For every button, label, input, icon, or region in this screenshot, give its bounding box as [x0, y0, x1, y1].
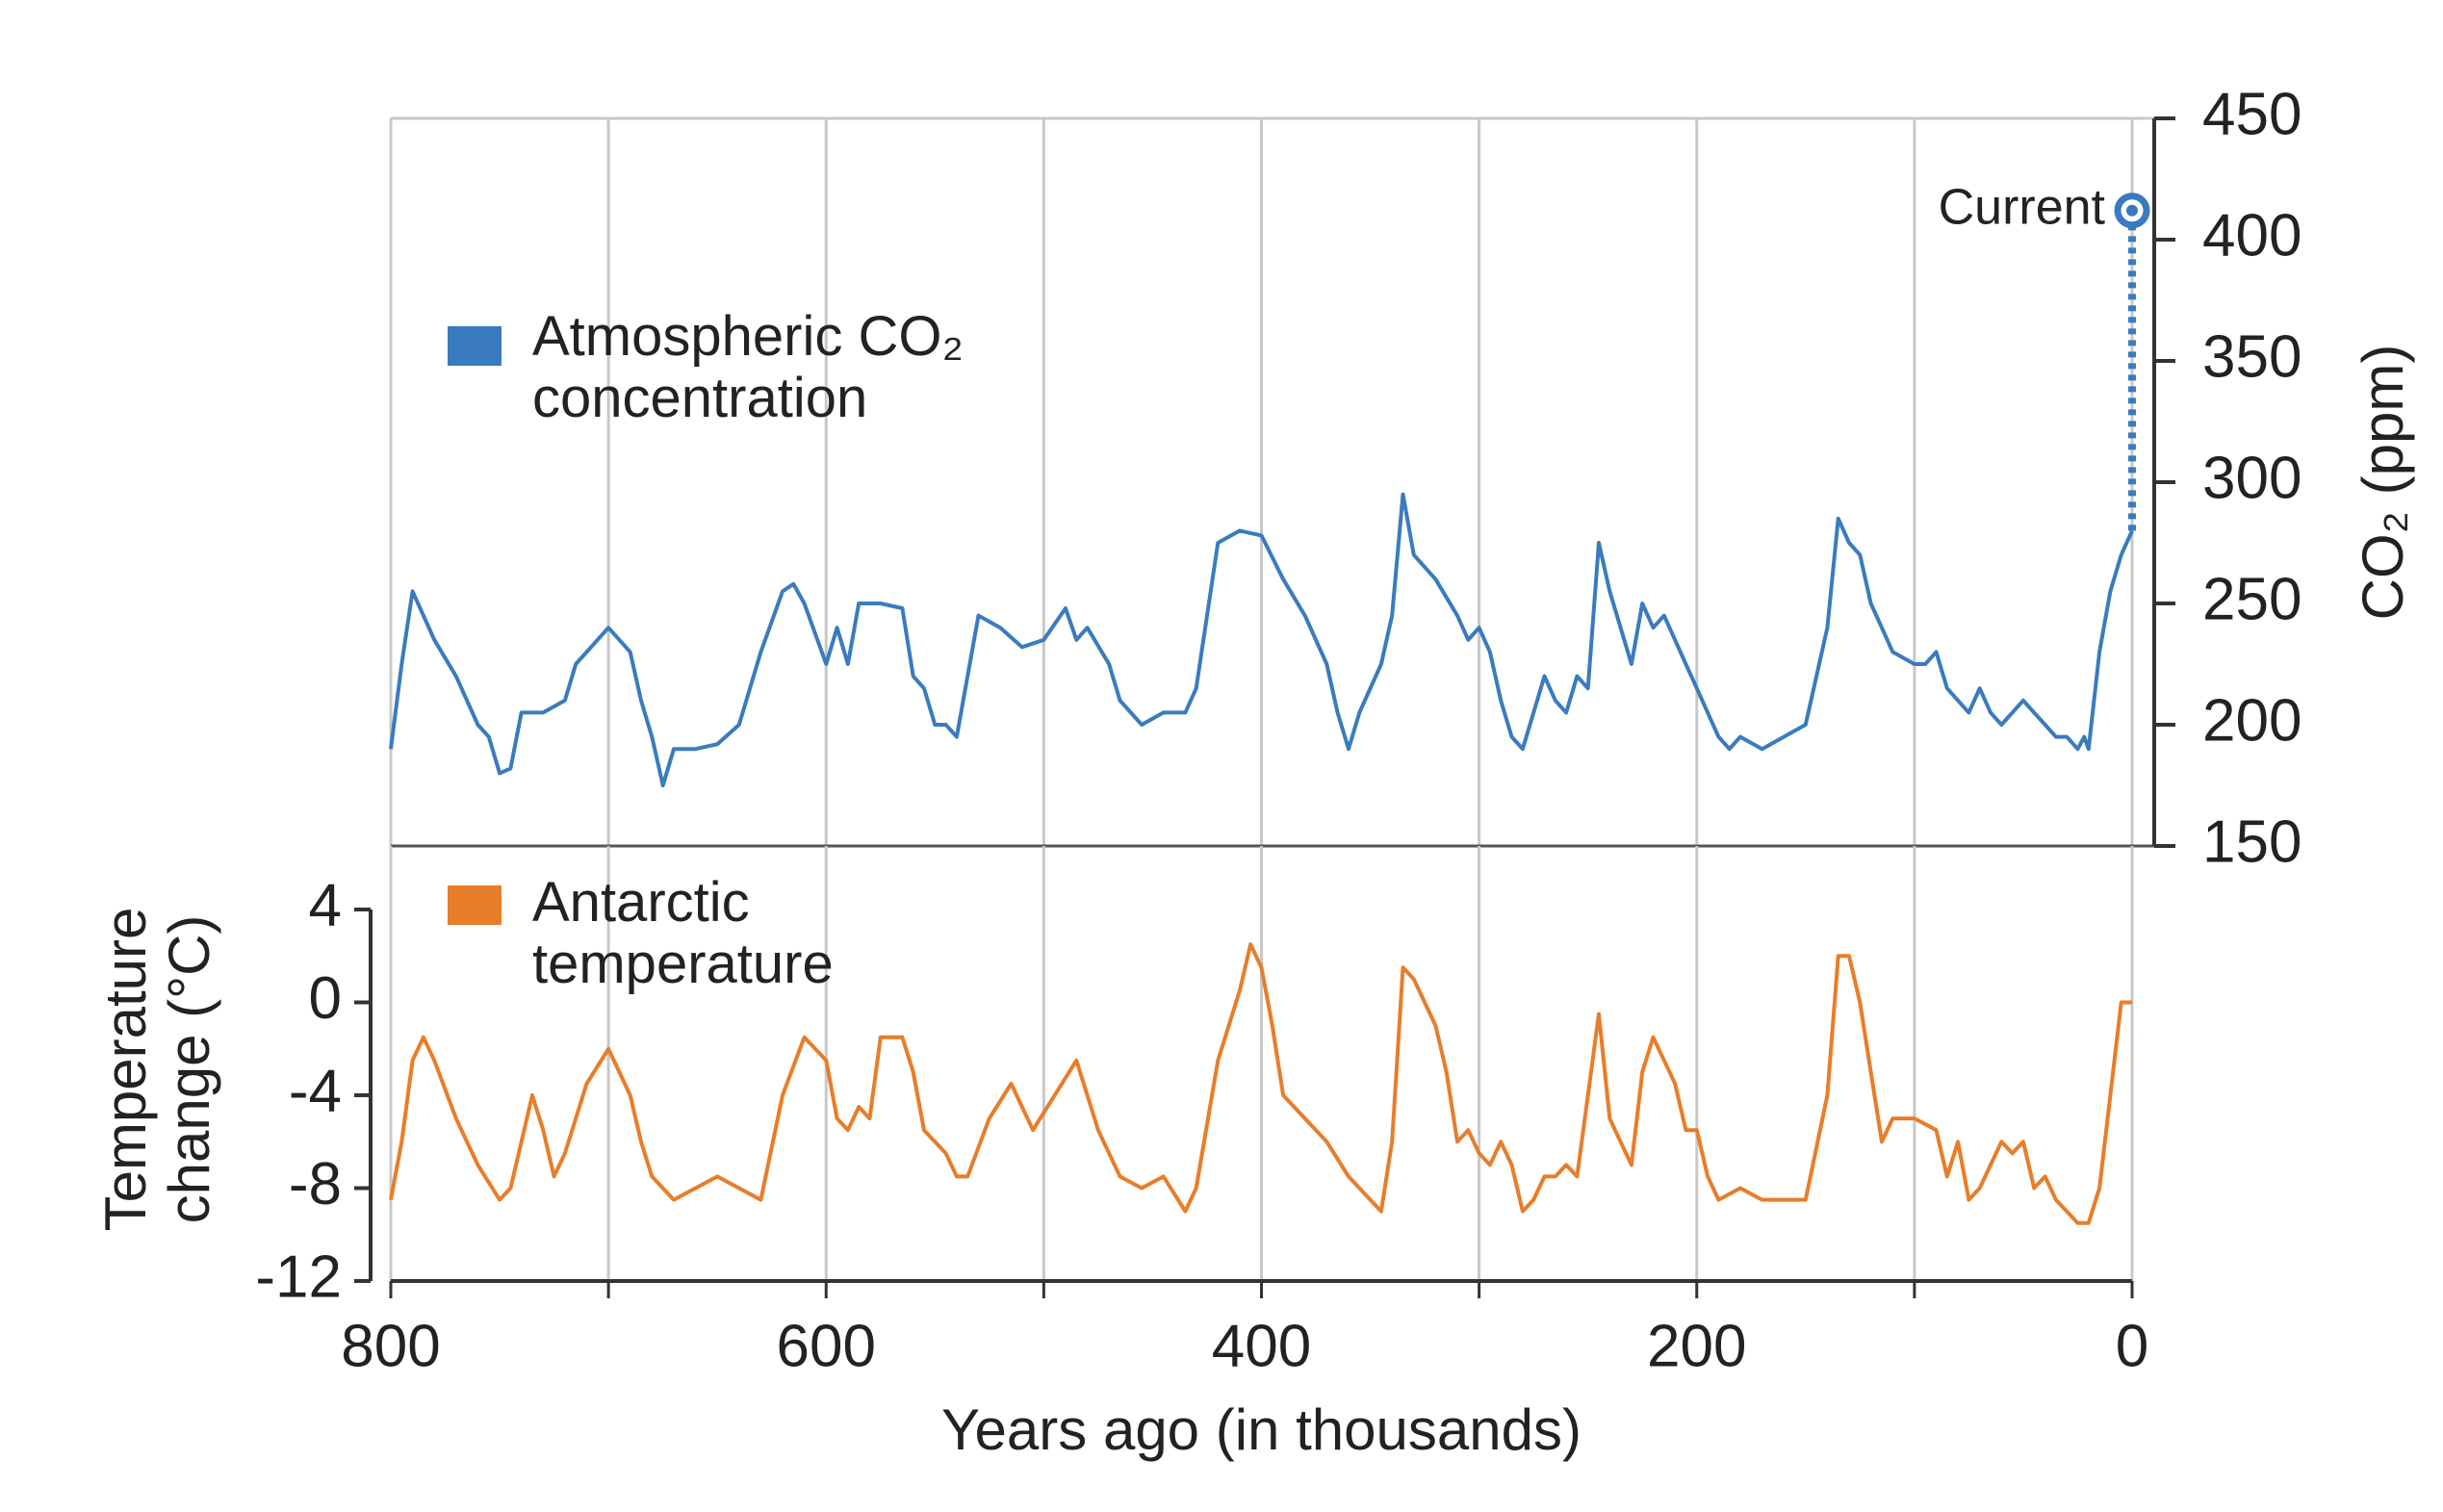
y2-tick-label: 300 — [2202, 445, 2302, 511]
y2-tick-label: 200 — [2202, 687, 2302, 754]
y-tick-label: 4 — [309, 872, 342, 938]
y2-tick-label: 400 — [2202, 202, 2302, 269]
y2-tick-label: 150 — [2202, 808, 2302, 875]
y2-axis-title: CO₂ (ppm) — [2351, 345, 2415, 621]
y2-tick-label: 350 — [2202, 323, 2302, 390]
x-tick-label: 0 — [2116, 1313, 2148, 1379]
y-axis-title: Temperature change (°C) — [93, 907, 221, 1232]
legend-swatch — [448, 326, 501, 366]
current-dot — [2126, 204, 2138, 217]
legend-swatch — [448, 885, 501, 925]
x-tick-label: 400 — [1212, 1313, 1311, 1379]
series-line — [389, 492, 2134, 787]
y-tick-label: -12 — [255, 1243, 342, 1310]
y2-tick-label: 250 — [2202, 566, 2302, 632]
y-tick-label: -4 — [289, 1058, 342, 1124]
x-tick-label: 800 — [341, 1313, 440, 1379]
x-tick-label: 600 — [777, 1313, 876, 1379]
y-tick-label: -8 — [289, 1151, 342, 1217]
x-axis-title: Years ago (in thousands) — [941, 1397, 1582, 1462]
series-line — [389, 942, 2132, 1225]
y2-tick-label: 450 — [2202, 81, 2302, 147]
annotation: Current — [1939, 179, 2106, 235]
y-tick-label: 0 — [309, 965, 342, 1032]
x-tick-label: 200 — [1647, 1313, 1746, 1379]
legend-label: Antarctic temperature — [532, 871, 834, 995]
legend-label: Atmospheric CO₂ concentration — [532, 305, 964, 429]
